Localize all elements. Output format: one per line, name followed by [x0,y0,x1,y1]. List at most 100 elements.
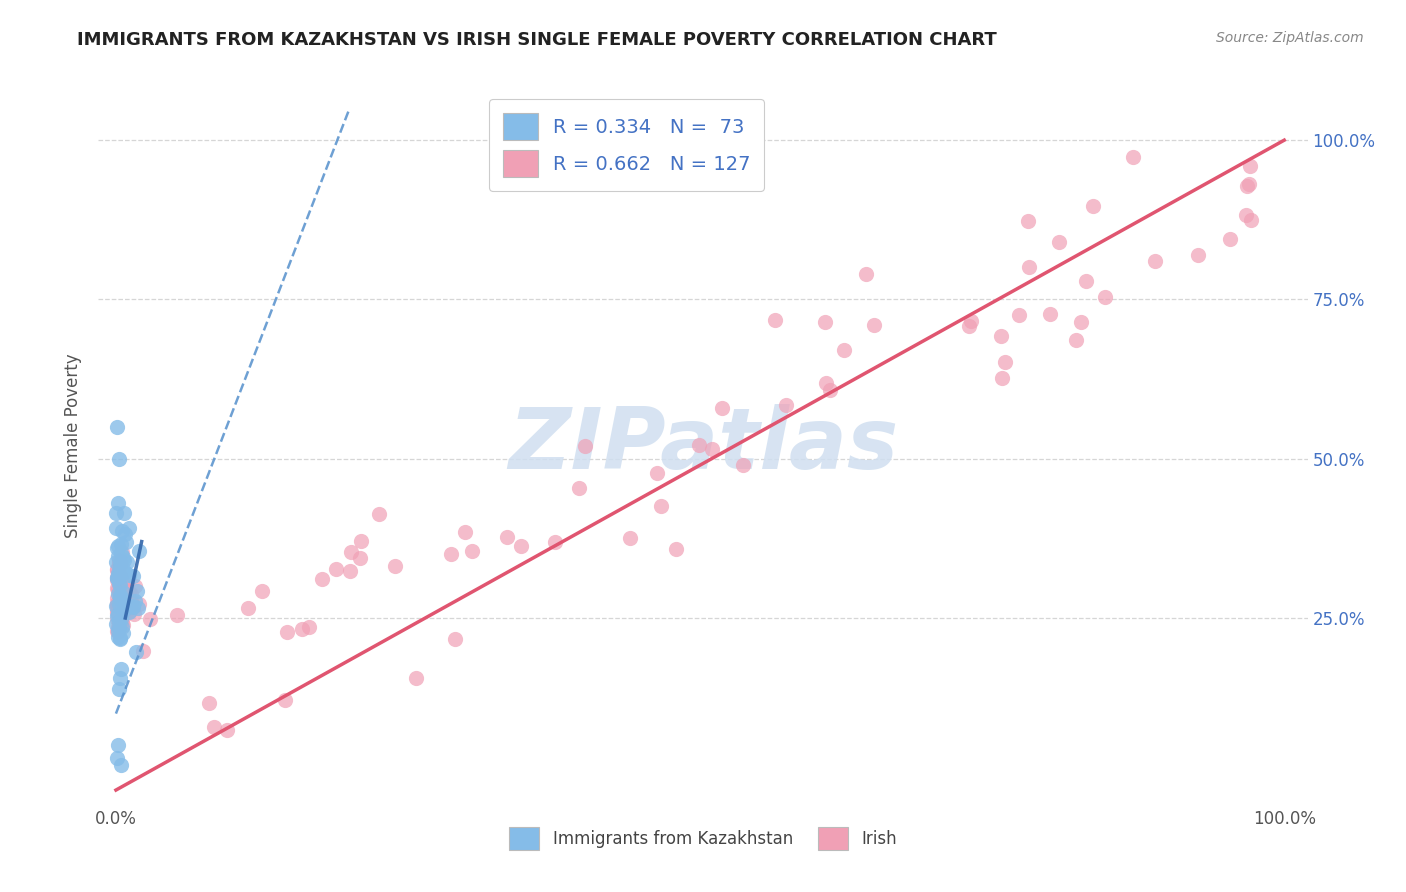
Point [105,571,128,585]
Text: Source: ZipAtlas.com: Source: ZipAtlas.com [1216,31,1364,45]
Point [111,545,134,559]
Point [114,527,136,541]
Point [105,569,128,583]
Point [115,535,138,549]
Point [112,625,135,640]
Point [1236,179,1258,194]
Point [105,591,128,605]
Point [139,612,162,626]
Point [108,560,131,574]
Y-axis label: Single Female Poverty: Single Female Poverty [65,354,83,538]
Point [114,599,136,614]
Point [117,588,139,602]
Point [1239,177,1261,191]
Point [107,625,129,640]
Point [108,578,131,592]
Point [496,530,519,544]
Point [368,507,391,521]
Point [204,720,226,734]
Point [105,571,128,585]
Point [108,576,131,591]
Point [110,757,132,772]
Point [710,401,733,415]
Point [112,553,135,567]
Point [1234,209,1257,223]
Point [339,564,361,578]
Point [108,618,131,632]
Point [105,608,128,623]
Point [111,588,134,602]
Point [108,558,131,573]
Point [115,599,138,614]
Point [107,539,129,553]
Point [124,593,146,607]
Point [107,620,129,634]
Point [112,586,135,600]
Point [340,545,363,559]
Point [688,438,710,452]
Point [110,671,132,685]
Point [105,602,128,616]
Point [108,616,131,631]
Point [108,591,131,605]
Point [107,587,129,601]
Point [105,581,128,595]
Point [959,318,981,333]
Point [110,586,132,600]
Point [118,521,141,535]
Point [118,605,141,619]
Point [108,556,131,570]
Point [349,551,371,566]
Point [112,506,135,520]
Point [1070,315,1092,329]
Text: IMMIGRANTS FROM KAZAKHSTAN VS IRISH SINGLE FEMALE POVERTY CORRELATION CHART: IMMIGRANTS FROM KAZAKHSTAN VS IRISH SING… [77,31,997,49]
Point [108,632,131,646]
Point [127,600,149,615]
Point [110,588,132,602]
Point [105,624,128,639]
Point [832,343,855,357]
Point [166,607,188,622]
Point [1039,307,1062,321]
Point [110,555,132,569]
Point [114,580,136,594]
Point [107,549,129,563]
Point [107,567,129,582]
Point [108,597,131,611]
Point [111,550,134,565]
Point [763,313,786,327]
Point [814,376,837,390]
Point [105,751,128,765]
Point [108,585,131,599]
Point [110,612,132,626]
Point [105,599,128,613]
Point [108,595,131,609]
Point [108,682,131,697]
Point [110,632,132,647]
Point [444,632,467,646]
Point [115,578,138,592]
Point [108,589,131,603]
Point [1017,214,1039,228]
Point [311,572,333,586]
Point [350,534,373,549]
Point [110,569,132,583]
Point [122,607,145,621]
Point [619,531,641,545]
Point [108,554,131,568]
Point [107,599,129,614]
Point [111,615,134,629]
Point [111,524,134,539]
Point [105,555,128,569]
Point [291,622,314,636]
Point [108,451,131,466]
Point [108,556,131,570]
Point [298,620,321,634]
Point [105,541,128,556]
Point [110,612,132,626]
Point [855,267,877,281]
Point [125,583,148,598]
Point [1076,274,1098,288]
Point [108,612,131,626]
Point [121,569,143,583]
